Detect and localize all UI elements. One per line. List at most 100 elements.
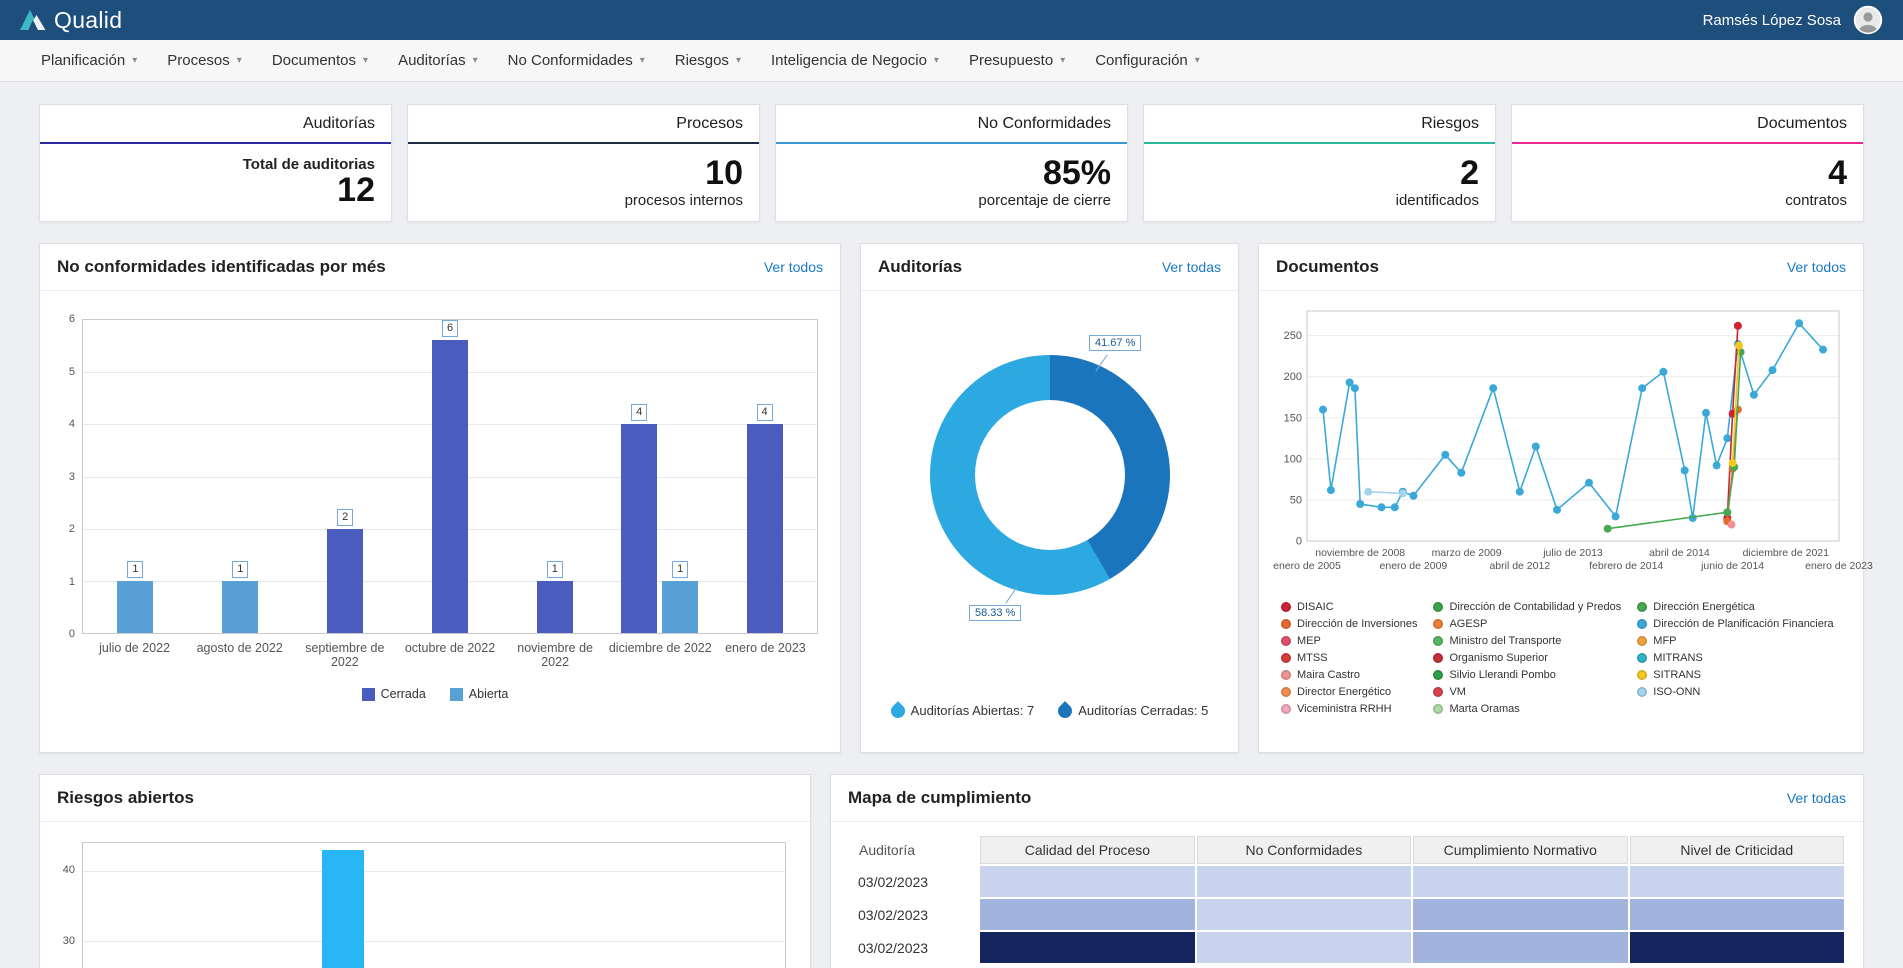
data-point[interactable] — [1702, 409, 1710, 417]
bar[interactable] — [621, 424, 657, 633]
legend-label: MTSS — [1297, 652, 1328, 664]
data-point[interactable] — [1409, 492, 1417, 500]
donut-ring[interactable] — [930, 355, 1170, 595]
heat-cell[interactable] — [1197, 866, 1411, 897]
data-point[interactable] — [1713, 461, 1721, 469]
legend-item: Dirección de Planificación Financiera — [1637, 618, 1833, 630]
heat-cell[interactable] — [1630, 932, 1844, 963]
data-point[interactable] — [1457, 469, 1465, 477]
x-tick-label: octubre de 2022 — [397, 641, 502, 669]
bar-value-label: 1 — [127, 561, 143, 578]
legend-item: Director Energético — [1281, 686, 1417, 698]
bar[interactable] — [222, 581, 258, 633]
ver-todos-link[interactable]: Ver todos — [1787, 259, 1846, 275]
bar[interactable] — [117, 581, 153, 633]
series-marker-icon — [1281, 602, 1291, 612]
series-marker-icon — [1637, 619, 1647, 629]
menu-item-procesos[interactable]: Procesos▾ — [152, 40, 257, 81]
menu-item-auditorias[interactable]: Auditorías▾ — [383, 40, 493, 81]
data-point[interactable] — [1734, 322, 1742, 330]
panel-mapa-cumplimiento: Mapa de cumplimiento Ver todas Auditoría… — [830, 774, 1864, 968]
kpi-card-no-conformidades[interactable]: No Conformidades 85% porcentaje de cierr… — [775, 104, 1128, 222]
data-point[interactable] — [1356, 500, 1364, 508]
user-menu[interactable]: Ramsés López Sosa — [1703, 5, 1883, 35]
audit-date-cell: 03/02/2023 — [850, 932, 978, 963]
bar-chart: 010203040 — [40, 822, 810, 968]
data-point[interactable] — [1489, 384, 1497, 392]
bar[interactable] — [747, 424, 783, 633]
y-tick-label: 50 — [1290, 494, 1302, 506]
legend-item: Organismo Superior — [1433, 652, 1621, 664]
data-point[interactable] — [1659, 368, 1667, 376]
data-point[interactable] — [1391, 503, 1399, 511]
pie-slice-icon — [1055, 701, 1075, 721]
ver-todos-link[interactable]: Ver todos — [764, 259, 823, 275]
panel-header: No conformidades identificadas por més V… — [40, 244, 840, 291]
kpi-card-procesos[interactable]: Procesos 10 procesos internos — [407, 104, 760, 222]
kpi-body: 85% porcentaje de cierre — [792, 156, 1111, 209]
data-point[interactable] — [1604, 525, 1612, 533]
column-header: Calidad del Proceso — [980, 836, 1194, 864]
data-point[interactable] — [1399, 489, 1407, 497]
data-point[interactable] — [1585, 479, 1593, 487]
kpi-card-riesgos[interactable]: Riesgos 2 identificados — [1143, 104, 1496, 222]
data-point[interactable] — [1638, 384, 1646, 392]
bar[interactable] — [662, 581, 698, 633]
x-tick-label: marzo de 2009 — [1432, 547, 1502, 559]
series-marker-icon — [1637, 602, 1647, 612]
heat-cell[interactable] — [1413, 932, 1627, 963]
heat-cell[interactable] — [1197, 899, 1411, 930]
data-point[interactable] — [1553, 506, 1561, 514]
data-point[interactable] — [1723, 434, 1731, 442]
menu-item-riesgos[interactable]: Riesgos▾ — [660, 40, 756, 81]
pie-slice-icon — [888, 701, 908, 721]
data-point[interactable] — [1729, 459, 1737, 467]
menu-item-documentos[interactable]: Documentos▾ — [257, 40, 383, 81]
menu-item-no-conformidades[interactable]: No Conformidades▾ — [493, 40, 660, 81]
data-point[interactable] — [1319, 406, 1327, 414]
menu-item-label: Inteligencia de Negocio — [771, 52, 927, 69]
menu-item-planificacion[interactable]: Planificación▾ — [26, 40, 152, 81]
ver-todas-link[interactable]: Ver todas — [1787, 790, 1846, 806]
legend-item: MITRANS — [1637, 652, 1833, 664]
data-point[interactable] — [1364, 488, 1372, 496]
heat-cell[interactable] — [980, 899, 1194, 930]
data-point[interactable] — [1735, 342, 1743, 350]
heat-cell[interactable] — [1197, 932, 1411, 963]
data-point[interactable] — [1378, 503, 1386, 511]
heat-cell[interactable] — [1630, 866, 1844, 897]
brand[interactable]: Qualid — [20, 7, 122, 34]
ver-todas-link[interactable]: Ver todas — [1162, 259, 1221, 275]
data-point[interactable] — [1441, 451, 1449, 459]
bar[interactable] — [537, 581, 573, 633]
data-point[interactable] — [1516, 488, 1524, 496]
heat-cell[interactable] — [980, 932, 1194, 963]
data-point[interactable] — [1327, 486, 1335, 494]
line-series — [1608, 352, 1741, 529]
data-point[interactable] — [1681, 466, 1689, 474]
data-point[interactable] — [1612, 512, 1620, 520]
menu-item-configuracion[interactable]: Configuración▾ — [1080, 40, 1215, 81]
bar[interactable] — [322, 850, 364, 968]
data-point[interactable] — [1351, 384, 1359, 392]
menu-item-inteligencia-de-negocio[interactable]: Inteligencia de Negocio▾ — [756, 40, 954, 81]
heat-cell[interactable] — [980, 866, 1194, 897]
bar[interactable] — [432, 340, 468, 633]
bar[interactable] — [327, 529, 363, 633]
data-point[interactable] — [1728, 521, 1736, 529]
kpi-card-auditorias[interactable]: Auditorías Total de auditorias 12 — [39, 104, 392, 222]
data-point[interactable] — [1750, 391, 1758, 399]
kpi-card-documentos[interactable]: Documentos 4 contratos — [1511, 104, 1864, 222]
data-point[interactable] — [1532, 443, 1540, 451]
user-avatar-icon[interactable] — [1853, 5, 1883, 35]
menu-item-presupuesto[interactable]: Presupuesto▾ — [954, 40, 1080, 81]
data-point[interactable] — [1769, 366, 1777, 374]
data-point[interactable] — [1723, 508, 1731, 516]
heat-cell[interactable] — [1630, 899, 1844, 930]
data-point[interactable] — [1795, 319, 1803, 327]
data-point[interactable] — [1819, 346, 1827, 354]
heat-cell[interactable] — [1413, 899, 1627, 930]
series-marker-icon — [1433, 636, 1443, 646]
heat-cell[interactable] — [1413, 866, 1627, 897]
legend-label: DISAIC — [1297, 601, 1334, 613]
